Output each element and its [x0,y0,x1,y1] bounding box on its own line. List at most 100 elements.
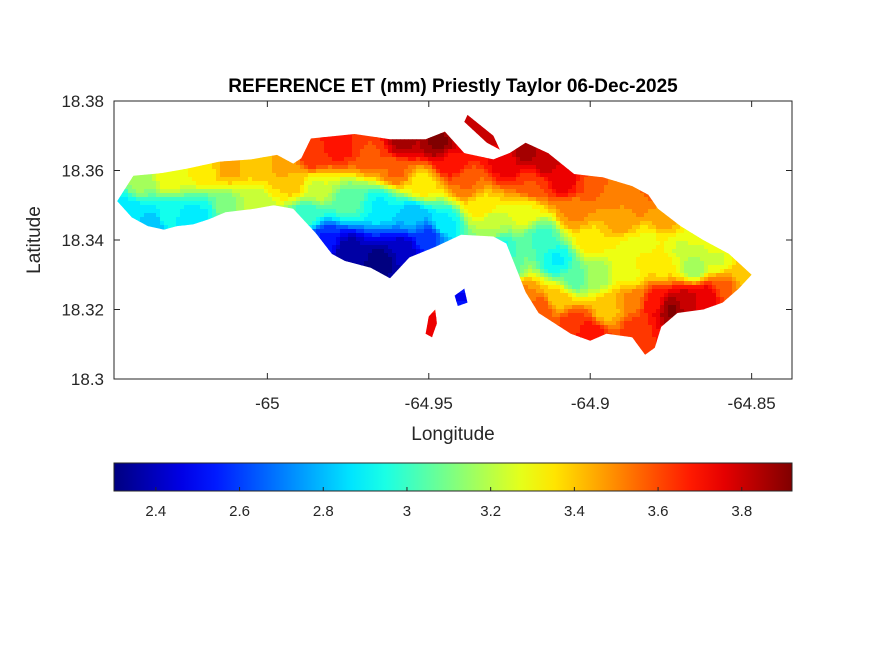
heatmap-cell [372,213,377,218]
heatmap-cell [308,157,313,162]
heatmap-cell [472,213,477,218]
heatmap-cell [240,181,245,186]
heatmap-cell [296,165,301,170]
heatmap-cell [408,201,413,206]
heatmap-cell [380,185,385,190]
heatmap-cell [548,213,553,218]
heatmap-cell [356,141,361,146]
heatmap-cell [440,161,445,166]
heatmap-cell [492,225,497,230]
heatmap-cell [204,193,209,198]
heatmap-cell [484,177,489,182]
heatmap-cell [252,177,257,182]
heatmap-cell [648,209,653,214]
heatmap-cell [228,161,233,166]
heatmap-cell [164,193,169,198]
heatmap-cell [556,185,561,190]
heatmap-cell [324,137,329,142]
heatmap-cell [324,229,329,234]
heatmap-cell [404,221,409,226]
heatmap-cell [444,213,449,218]
heatmap-cell [336,213,341,218]
heatmap-cell [560,209,565,214]
heatmap-cell [360,189,365,194]
heatmap-cell [328,185,333,190]
heatmap-cell [228,177,233,182]
heatmap-cell [196,201,201,206]
heatmap-cell [380,169,385,174]
heatmap-cell [316,145,321,150]
heatmap-cell [584,181,589,186]
heatmap-cell [356,133,361,138]
heatmap-cell [312,141,317,146]
heatmap-cell [188,173,193,178]
heatmap-cell [348,165,353,170]
heatmap-cell [464,225,469,230]
heatmap-cell [452,201,457,206]
heatmap-cell [392,169,397,174]
heatmap-cell [572,177,577,182]
heatmap-cell [548,217,553,222]
heatmap-cell [304,217,309,222]
heatmap-cell [140,197,145,202]
heatmap-cell [404,217,409,222]
heatmap-cell [140,181,145,186]
heatmap-cell [400,193,405,198]
heatmap-cell [592,201,597,206]
heatmap-cell [548,165,553,170]
heatmap-cell [212,173,217,178]
heatmap-cell [404,137,409,142]
heatmap-cell [248,185,253,190]
heatmap-cell [356,145,361,150]
heatmap-cell [592,213,597,218]
heatmap-cell [512,197,517,202]
heatmap-cell [268,197,273,202]
heatmap-cell [516,157,521,162]
heatmap-cell [512,149,517,154]
heatmap-cell [316,149,321,154]
heatmap-cell [452,149,457,154]
heatmap-cell [272,189,277,194]
heatmap-cell [600,201,605,206]
heatmap-cell [536,165,541,170]
heatmap-cell [224,177,229,182]
heatmap-cell [596,177,601,182]
heatmap-cell [524,185,529,190]
heatmap-cell [404,141,409,146]
heatmap-cell [488,173,493,178]
heatmap-cell [480,229,485,234]
heatmap-cell [400,181,405,186]
heatmap-cell [388,225,393,230]
heatmap-cell [144,177,149,182]
heatmap-cell [168,181,173,186]
heatmap-cell [420,201,425,206]
heatmap-cell [408,193,413,198]
heatmap-cell [508,157,513,162]
heatmap-cell [504,161,509,166]
heatmap-cell [632,197,637,202]
heatmap-cell [144,173,149,178]
heatmap-cell [584,197,589,202]
heatmap-cell [244,181,249,186]
heatmap-cell [460,177,465,182]
heatmap-cell [520,153,525,158]
heatmap-cell [568,169,573,174]
heatmap-cell [140,201,145,206]
heatmap-cell [464,197,469,202]
heatmap-cell [576,185,581,190]
heatmap-cell [376,173,381,178]
heatmap-cell [144,197,149,202]
heatmap-cell [352,137,357,142]
heatmap-cell [364,209,369,214]
heatmap-cell [364,149,369,154]
heatmap-cell [512,153,517,158]
heatmap-cell [296,181,301,186]
heatmap-cell [396,201,401,206]
heatmap-cell [404,157,409,162]
heatmap-cell [456,185,461,190]
heatmap-cell [152,217,157,222]
heatmap-cell [148,181,153,186]
heatmap-cell [424,173,429,178]
heatmap-cell [408,217,413,222]
heatmap-cell [552,181,557,186]
